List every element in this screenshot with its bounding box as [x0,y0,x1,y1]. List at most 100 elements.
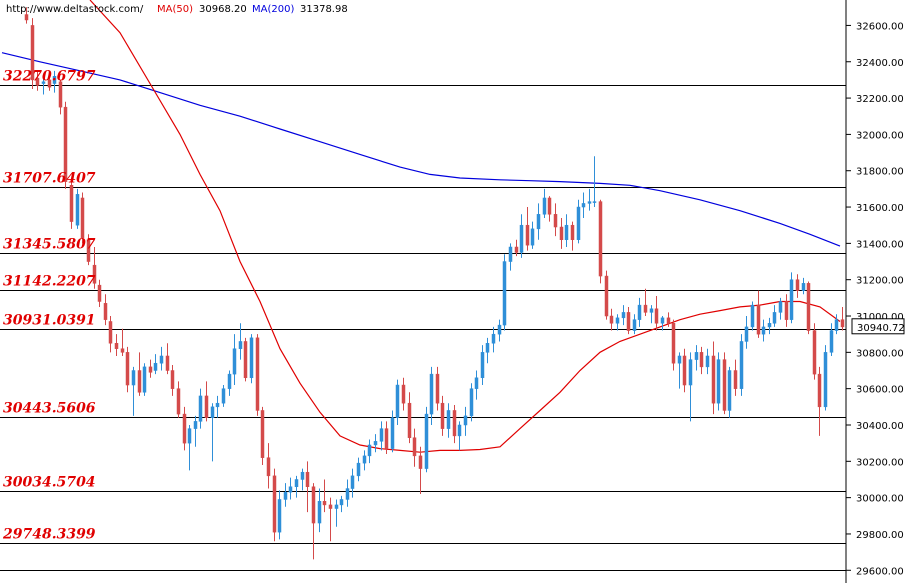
candle [407,392,412,444]
candle [542,188,547,218]
candle-body [52,76,57,84]
candle [772,305,777,327]
candle [362,450,367,471]
candle-body [519,224,524,253]
candle-body [311,486,316,524]
candle-body [80,197,85,239]
candle [350,468,355,498]
candle-body [243,341,248,379]
candle [727,366,732,418]
candle-body [424,413,429,469]
candle-body [716,359,721,404]
candle [418,446,423,495]
candle-body [272,475,277,533]
candle-body [643,304,648,313]
candle-body [564,224,569,240]
candle [440,395,445,436]
candle [514,239,519,257]
candle-body [542,197,547,215]
candle-body [795,279,800,291]
candle-body [350,475,355,489]
candle [666,312,671,327]
candle [243,337,248,382]
ytick-label: 30200.00 [856,457,904,468]
candle [598,199,603,284]
candle [547,196,552,222]
candle-body [784,301,789,320]
candle [125,346,130,393]
candle [334,499,339,527]
candle [677,352,682,389]
candle [367,439,372,464]
candle-body [621,312,626,319]
candle-body [463,415,468,426]
candle [165,343,170,375]
candle [373,434,378,453]
candle-body [699,352,704,368]
candle [305,461,310,513]
candle [137,352,142,396]
candle [559,217,564,249]
candle [485,337,490,364]
candle-body [497,324,502,335]
ma50-value: 30968.20 [199,4,247,15]
candle [446,403,451,438]
ytick-label: 32600.00 [856,21,904,32]
candle-body [711,355,716,404]
ytick-label: 31800.00 [856,167,904,178]
candle-body [317,501,322,524]
candle [457,421,462,451]
candle [58,79,63,115]
candle-body [671,323,676,364]
candle [480,345,485,386]
candle-body [806,283,811,331]
ma200-value: 31378.98 [300,4,348,15]
level-label-5: 30443.5606 [3,401,96,417]
candle-body [294,479,299,487]
candle-body [108,321,113,344]
candle [429,366,434,425]
candle-body [165,355,170,371]
candle [626,306,631,335]
candle [778,297,783,320]
candle-body [440,402,445,429]
candle-body [334,504,339,509]
candle [260,406,265,465]
moving-averages-layer [1,0,841,453]
candle-body [63,106,68,182]
candle-body [435,373,440,404]
candle [204,381,209,422]
candle [221,385,226,407]
last-price-label: 30940.72 [857,323,905,334]
candle [345,479,350,507]
candle [576,199,581,244]
candle-body [390,417,395,449]
candle [733,359,738,396]
candle [615,314,620,331]
candle [739,334,744,396]
candle [210,403,215,462]
candle [801,277,806,295]
candle-body [170,370,175,389]
candle-body [637,304,642,320]
source-url: http://www.deltastock.com/ [6,4,144,15]
ytick-label: 31200.00 [856,276,904,287]
candle-body [260,410,265,458]
candle [283,483,288,507]
candle [277,490,282,540]
candle [47,76,52,91]
candle-body [604,275,609,317]
candle [86,234,91,266]
level-label-2: 31345.5807 [3,237,96,253]
candle-body [609,315,614,324]
candle-body [92,264,97,284]
level-label-6: 30034.5704 [3,475,96,491]
candle [176,381,181,418]
candle [24,7,29,24]
candle [530,221,535,249]
candle-body [238,341,243,349]
ytick-label: 31600.00 [856,203,904,214]
candle-body [508,246,513,262]
candle [35,70,40,91]
